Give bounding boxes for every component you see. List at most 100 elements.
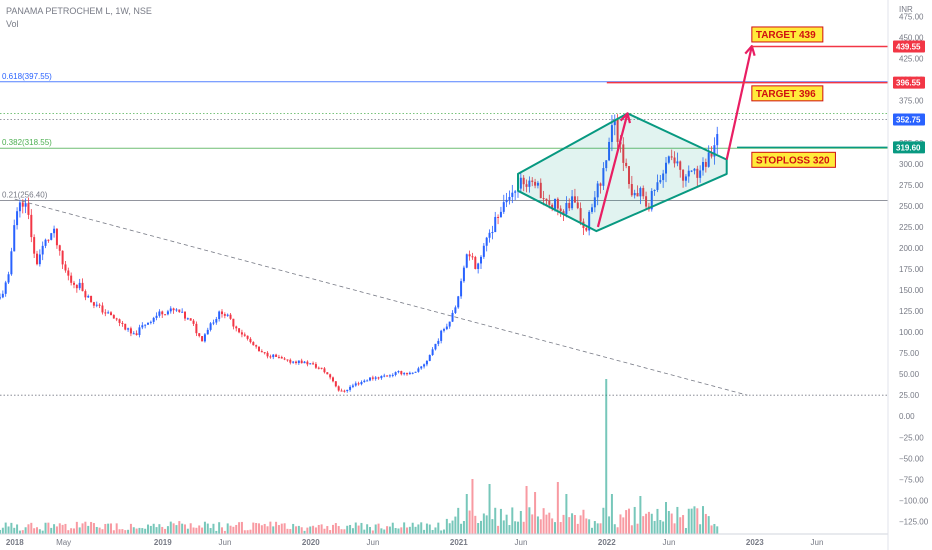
candle-body — [377, 377, 380, 379]
candle-body — [588, 211, 591, 231]
time-tick-label: 2018 — [6, 538, 24, 547]
volume-bar — [679, 517, 682, 534]
volume-bar — [406, 527, 408, 534]
candle-body — [232, 318, 235, 327]
candle-body — [443, 329, 445, 331]
candle-body — [50, 233, 53, 240]
volume-bar — [149, 525, 152, 534]
candle-body — [642, 188, 645, 197]
volume-bar — [374, 524, 377, 534]
candle-body — [110, 312, 112, 316]
volume-bar — [531, 514, 534, 534]
candle-body — [38, 254, 41, 265]
candle-body — [494, 216, 497, 233]
volume-bar — [625, 510, 628, 534]
volume-bar — [676, 506, 679, 534]
candle-body — [280, 356, 283, 359]
candle-body — [70, 275, 73, 283]
volume-bar — [275, 521, 278, 534]
volume-bar — [505, 514, 508, 534]
volume-bar — [613, 524, 616, 534]
volume-bar — [303, 530, 306, 534]
volume-bar — [189, 523, 192, 534]
fib-level-label: 0.21(256.40) — [2, 191, 48, 200]
candle-body — [255, 345, 258, 347]
volume-bar — [462, 521, 465, 534]
volume-bar — [269, 521, 272, 534]
candle-body — [27, 203, 30, 215]
candle-body — [292, 361, 295, 363]
volume-bar — [349, 524, 352, 534]
candle-body — [18, 202, 21, 212]
volume-bar — [198, 525, 201, 534]
candle-body — [135, 333, 138, 336]
candle-body — [457, 296, 460, 308]
currency-label: INR — [899, 5, 913, 14]
volume-bar — [10, 522, 13, 534]
candle-body — [531, 180, 534, 182]
volume-bar — [58, 523, 61, 534]
volume-bar — [608, 516, 611, 534]
volume-bar — [443, 529, 445, 534]
volume-bar — [152, 523, 155, 534]
candle-body — [522, 177, 525, 185]
levels-layer: 0.618(397.55) 0.382(318.55) 0.21(256.40) — [0, 72, 888, 396]
candle-body — [238, 328, 241, 333]
candle-body — [670, 156, 673, 158]
candle-body — [147, 322, 149, 325]
candle-body — [229, 314, 232, 319]
candle-body — [628, 166, 630, 185]
volume-bar — [226, 523, 229, 534]
volume-bar — [280, 523, 283, 534]
volume-bar — [650, 513, 653, 534]
volume-bar — [628, 508, 630, 534]
volume-bar — [21, 530, 24, 534]
candle-body — [585, 228, 588, 231]
volume-bar — [670, 513, 673, 534]
volume-bar — [622, 517, 625, 534]
volume-bar — [477, 523, 480, 534]
volume-bar — [223, 530, 226, 534]
candle-body — [118, 319, 121, 323]
volume-bar — [380, 528, 383, 534]
candle-body — [349, 386, 352, 390]
target-arrow — [725, 45, 753, 160]
volume-bar — [460, 523, 463, 534]
volume-bar — [619, 514, 622, 534]
candle-body — [149, 321, 152, 323]
price-tick-label: 175.00 — [899, 265, 924, 274]
time-tick-label: Jun — [811, 538, 824, 547]
price-tag-label: 439.55 — [896, 42, 921, 51]
candle-body — [616, 119, 619, 142]
candle-body — [7, 274, 10, 283]
volume-bar — [110, 523, 112, 534]
price-tick-label: −125.00 — [899, 517, 929, 526]
candle-body — [181, 311, 184, 313]
volume-bar — [440, 530, 443, 534]
candle-body — [690, 170, 693, 172]
volume-bar — [488, 484, 491, 534]
candle-body — [556, 198, 559, 209]
candle-body — [41, 245, 44, 255]
candle-body — [468, 254, 471, 257]
volume-bar — [673, 523, 676, 534]
candle-body — [605, 160, 608, 169]
candle-body — [519, 177, 522, 189]
volume-bar — [642, 516, 645, 534]
candle-body — [269, 356, 272, 358]
candle-body — [488, 232, 491, 238]
candle-body — [653, 189, 656, 192]
candle-body — [317, 367, 320, 369]
price-tick-label: 50.00 — [899, 370, 920, 379]
price-tags-layer: 439.55 396.55 352.75 319.60 — [893, 40, 925, 154]
impulse-arrow-head — [619, 112, 632, 124]
volume-bar — [451, 520, 454, 534]
candle-body — [684, 176, 687, 181]
candle-body — [223, 314, 226, 316]
volume-bar — [317, 524, 320, 534]
candle-body — [184, 311, 186, 319]
volume-bar — [129, 523, 132, 534]
volume-bar — [713, 523, 716, 534]
volume-bar — [67, 530, 70, 534]
